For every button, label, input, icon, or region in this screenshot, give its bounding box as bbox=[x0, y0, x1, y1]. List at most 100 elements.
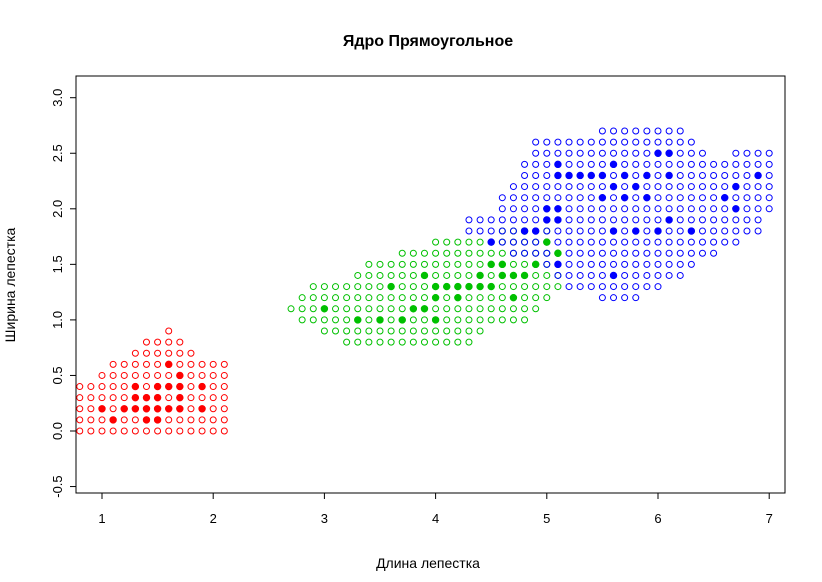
grid-point bbox=[554, 183, 562, 191]
grid-point bbox=[676, 127, 684, 135]
grid-point bbox=[598, 160, 606, 168]
grid-point bbox=[187, 405, 195, 413]
grid-point bbox=[409, 260, 417, 268]
grid-point bbox=[98, 416, 106, 424]
grid-point bbox=[209, 394, 217, 402]
grid-point bbox=[521, 194, 529, 202]
grid-point bbox=[587, 216, 595, 224]
grid-point bbox=[476, 316, 484, 324]
grid-point bbox=[632, 294, 640, 302]
grid-point bbox=[610, 127, 618, 135]
grid-point bbox=[120, 394, 128, 402]
grid-point bbox=[220, 427, 228, 435]
grid-point bbox=[432, 271, 440, 279]
grid-point bbox=[154, 427, 162, 435]
training-point bbox=[165, 360, 173, 369]
grid-point bbox=[565, 194, 573, 202]
grid-point bbox=[576, 227, 584, 235]
grid-point bbox=[420, 338, 428, 346]
training-point bbox=[554, 260, 562, 269]
grid-point bbox=[443, 260, 451, 268]
grid-point bbox=[743, 171, 751, 179]
grid-point bbox=[554, 238, 562, 246]
y-tick-label: -0.5 bbox=[50, 475, 65, 497]
grid-point bbox=[376, 294, 384, 302]
grid-point bbox=[598, 127, 606, 135]
grid-point bbox=[532, 238, 540, 246]
grid-point bbox=[142, 360, 150, 368]
grid-point bbox=[509, 183, 517, 191]
grid-point bbox=[109, 394, 117, 402]
training-point bbox=[98, 405, 106, 413]
grid-point bbox=[765, 194, 773, 202]
training-point bbox=[131, 405, 140, 413]
grid-point bbox=[598, 149, 606, 157]
grid-point bbox=[721, 160, 729, 168]
grid-point bbox=[165, 394, 173, 402]
grid-point bbox=[309, 283, 317, 291]
grid-point bbox=[443, 271, 451, 279]
grid-point bbox=[532, 194, 540, 202]
grid-point bbox=[610, 171, 618, 179]
training-point bbox=[687, 227, 696, 235]
y-tick-label: 2.0 bbox=[50, 200, 65, 218]
grid-point bbox=[676, 205, 684, 213]
grid-point bbox=[654, 249, 662, 257]
grid-point bbox=[554, 138, 562, 146]
training-point bbox=[153, 382, 162, 391]
grid-point bbox=[432, 338, 440, 346]
grid-point bbox=[220, 416, 228, 424]
grid-point bbox=[365, 305, 373, 313]
grid-point bbox=[398, 283, 406, 291]
grid-point bbox=[532, 138, 540, 146]
grid-point bbox=[654, 138, 662, 146]
grid-point bbox=[465, 294, 473, 302]
grid-point bbox=[632, 249, 640, 257]
grid-point bbox=[587, 160, 595, 168]
grid-point bbox=[621, 149, 629, 157]
grid-point bbox=[220, 371, 228, 379]
grid-point bbox=[765, 183, 773, 191]
grid-point bbox=[376, 327, 384, 335]
grid-point bbox=[521, 160, 529, 168]
grid-point bbox=[632, 194, 640, 202]
grid-point bbox=[487, 316, 495, 324]
grid-point bbox=[487, 227, 495, 235]
grid-point bbox=[743, 183, 751, 191]
grid-point bbox=[621, 271, 629, 279]
grid-point bbox=[354, 305, 362, 313]
grid-point bbox=[576, 260, 584, 268]
grid-point bbox=[621, 138, 629, 146]
training-point bbox=[142, 416, 151, 424]
grid-point bbox=[487, 294, 495, 302]
grid-point bbox=[543, 171, 551, 179]
grid-point bbox=[343, 327, 351, 335]
grid-point bbox=[676, 271, 684, 279]
grid-point bbox=[598, 294, 606, 302]
grid-point bbox=[176, 338, 184, 346]
grid-point bbox=[721, 227, 729, 235]
grid-point bbox=[387, 260, 395, 268]
grid-point bbox=[521, 283, 529, 291]
training-point bbox=[543, 205, 551, 213]
training-point bbox=[109, 416, 117, 424]
grid-point bbox=[732, 216, 740, 224]
x-tick-label: 2 bbox=[210, 511, 217, 526]
y-tick-label: 3.0 bbox=[50, 89, 65, 107]
grid-point bbox=[676, 138, 684, 146]
training-point bbox=[165, 405, 173, 413]
grid-point bbox=[509, 316, 517, 324]
grid-point bbox=[465, 271, 473, 279]
grid-point bbox=[332, 327, 340, 335]
grid-point bbox=[743, 160, 751, 168]
grid-point bbox=[187, 349, 195, 357]
grid-point bbox=[332, 294, 340, 302]
grid-point bbox=[387, 316, 395, 324]
grid-point bbox=[443, 327, 451, 335]
grid-point bbox=[176, 349, 184, 357]
grid-point bbox=[120, 427, 128, 435]
grid-point bbox=[621, 227, 629, 235]
grid-point bbox=[576, 205, 584, 213]
grid-point bbox=[676, 260, 684, 268]
